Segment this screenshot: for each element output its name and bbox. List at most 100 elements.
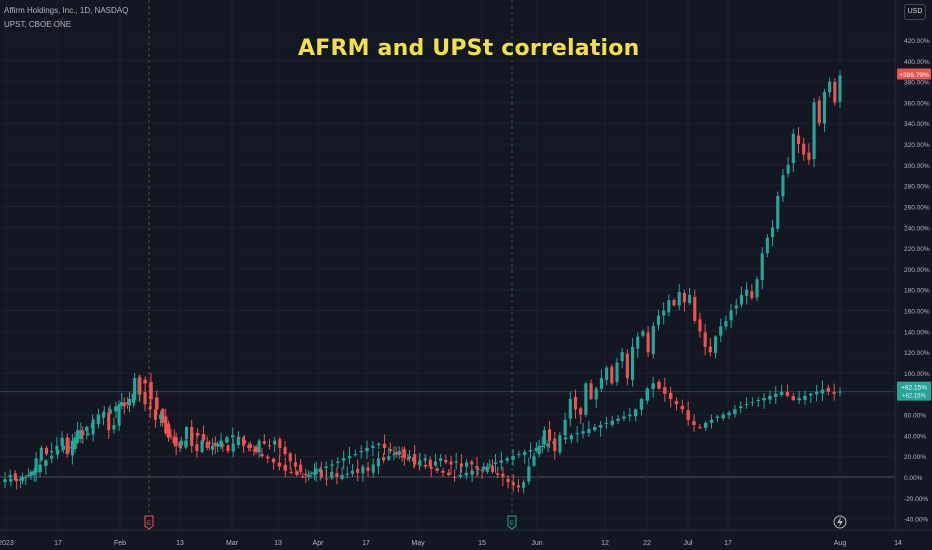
x-axis[interactable]: 2023 17 Feb 13 Mar 13 Apr 17 May 15 Jun 12 22 Jul 17 Au… <box>0 529 932 547</box>
candle-body <box>791 133 795 164</box>
y-tick-label: -40.00% <box>904 517 928 524</box>
candle-body <box>20 477 25 481</box>
candle-body <box>324 478 329 480</box>
main-symbol-legend[interactable]: Affirm Holdings, Inc., 1D, NASDAQ <box>4 6 129 15</box>
candle-body <box>733 409 737 415</box>
candle-body <box>49 456 54 459</box>
series-upst <box>3 70 842 494</box>
x-tick-label: Apr <box>313 540 325 547</box>
candle-body <box>376 443 381 445</box>
candle-body <box>44 447 49 455</box>
x-tick-label: 15 <box>478 540 486 547</box>
candle-body <box>19 479 23 481</box>
candle-body <box>672 300 676 306</box>
candle-body <box>288 453 292 462</box>
candle-body <box>225 437 229 443</box>
candle-body <box>148 406 152 410</box>
candle-body <box>715 416 720 418</box>
candle-body <box>143 379 147 384</box>
candle-body <box>65 437 69 455</box>
candle-body <box>708 346 712 353</box>
earnings-marker[interactable]: E <box>507 515 517 530</box>
candle-body <box>60 437 64 446</box>
y-tick-label: 40.00% <box>904 433 926 440</box>
candle-body <box>138 376 142 394</box>
candle-body <box>756 400 761 402</box>
candle-body <box>464 472 469 476</box>
event-lines <box>148 0 513 515</box>
currency-button[interactable]: USD <box>904 4 926 20</box>
candle-body <box>387 456 391 460</box>
earnings-marker-label: E <box>510 520 515 527</box>
candle-body <box>122 402 126 407</box>
candle-body <box>160 409 165 423</box>
candle-body <box>517 454 521 456</box>
candle-body <box>768 395 772 400</box>
candle-body <box>179 440 183 446</box>
candle-body <box>485 466 489 472</box>
candle-body <box>61 445 66 450</box>
candle-body <box>692 421 696 425</box>
candle-body <box>803 395 807 400</box>
candle-body <box>774 393 778 397</box>
candle-body <box>101 412 106 418</box>
candle-body <box>169 435 173 437</box>
candle-body <box>553 438 557 451</box>
candle-body <box>277 462 282 467</box>
candle-body <box>304 473 308 475</box>
candle-body <box>522 452 527 455</box>
candle-body <box>537 445 541 455</box>
candle-body <box>776 196 780 229</box>
candle-body <box>739 294 744 305</box>
candle-body <box>394 452 398 455</box>
candle-body <box>406 458 410 460</box>
annotation-title: AFRM and UPSt correlation <box>298 36 640 61</box>
candle-body <box>459 463 463 467</box>
candle-body <box>81 430 85 436</box>
candle-body <box>719 326 723 336</box>
candle-body <box>371 445 375 448</box>
candle-body <box>441 470 445 473</box>
candle-body <box>656 315 661 326</box>
candle-body <box>546 443 550 447</box>
candle-body <box>273 440 277 445</box>
candle-body <box>345 473 349 475</box>
candle-body <box>353 454 358 456</box>
earnings-marker[interactable]: E <box>144 515 154 530</box>
candle-body <box>34 458 38 473</box>
candle-body <box>522 482 526 488</box>
candle-body <box>493 462 498 464</box>
lightning-icon[interactable] <box>833 515 847 529</box>
candle-body <box>610 420 615 425</box>
candle-body <box>201 434 206 441</box>
candle-body <box>698 427 702 429</box>
y-axis[interactable]: -40.00%-20.00%0.00%20.00%40.00%60.00%80.… <box>894 0 930 530</box>
y-tick-label: 60.00% <box>904 413 926 420</box>
candle-body <box>476 468 480 470</box>
candle-body <box>371 464 375 473</box>
candle-body <box>475 466 479 469</box>
candle-body <box>532 456 536 466</box>
candle-body <box>625 353 629 379</box>
candle-body <box>108 409 112 414</box>
candle-body <box>682 292 686 303</box>
candle-body <box>727 412 731 416</box>
candle-body <box>366 467 370 471</box>
candle-body <box>341 458 346 461</box>
candle-body <box>686 410 690 420</box>
candle-body <box>96 416 100 420</box>
candle-body <box>599 378 603 389</box>
candle-body <box>439 458 443 462</box>
candle-body <box>153 409 157 420</box>
compare-symbol-legend[interactable]: UPST, CBOE ONE <box>4 20 72 29</box>
candle-body <box>470 461 474 465</box>
candle-body <box>802 143 806 155</box>
candle-body <box>628 414 632 417</box>
candle-body <box>262 441 266 444</box>
candle-body <box>444 459 448 463</box>
y-tick-label: 400.00% <box>904 59 930 66</box>
candle-body <box>38 464 42 473</box>
lightning-icon-bolt <box>837 517 843 527</box>
